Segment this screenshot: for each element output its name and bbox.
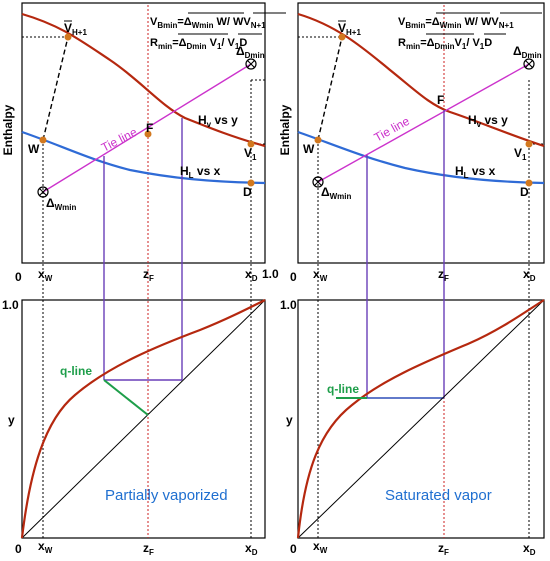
left-q-line-label: q-line (60, 364, 92, 378)
left-tie-line (42, 63, 252, 193)
left-point-d (247, 179, 255, 187)
right-zf-bottom: zF (438, 541, 449, 557)
left-equilibrium-curve (20, 299, 266, 539)
left-point-f (144, 130, 152, 138)
left-q-line (103, 379, 149, 416)
left-rmin-equation: Rmin=ΔDmin V1/ V1D (150, 37, 247, 51)
right-hl-label: HL vs x (455, 164, 496, 180)
left-delta-wmin-marker (37, 186, 49, 198)
right-delta-wmin-label: ΔWmin (321, 185, 352, 201)
right-xd-bottom: xD (523, 541, 536, 557)
left-zero-bottom: 0 (15, 542, 22, 556)
left-xw-bottom: xW (38, 539, 53, 555)
right-v1-label: V1 (514, 146, 527, 162)
right-caption: Saturated vapor (385, 487, 492, 504)
right-delta-dmin-label: ΔDmin (513, 44, 542, 60)
left-hv-label: Hv vs y (198, 113, 238, 129)
right-xw-bottom: xW (313, 539, 328, 555)
left-delta-dmin-label: ΔDmin (236, 44, 265, 60)
right-point-v1 (525, 140, 533, 148)
left-zero-mid: 0 (15, 270, 22, 284)
right-vbar-label: VH+1 (338, 21, 361, 37)
right-y-axis-label: y (286, 413, 293, 427)
right-delta-dmin-marker (523, 58, 535, 70)
left-point-vbar (64, 33, 72, 41)
right-zf-mid: zF (438, 267, 449, 283)
left-xd-bottom: xD (245, 541, 258, 557)
right-diagonal (297, 299, 545, 539)
left-d-label: D (243, 185, 252, 199)
right-q-line-label: q-line (327, 382, 359, 396)
left-zf-mid: zF (143, 267, 154, 283)
left-zf-bottom: zF (143, 541, 154, 557)
left-tie-line-label: Tie line (99, 125, 140, 155)
right-point-w (314, 136, 322, 144)
left-y-axis-label: y (8, 413, 15, 427)
right-one-top: 1.0 (280, 298, 297, 312)
right-vbmin-equation: VBmin=ΔWmin W/ WVN+1 (398, 16, 514, 30)
right-enthalpy-axis-label: Enthalpy (278, 104, 292, 155)
left-xd-mid: xD (245, 267, 258, 283)
left-f-label: F (146, 121, 153, 135)
right-liquid-enthalpy-curve (297, 130, 545, 185)
right-delta-wmin-marker (312, 176, 324, 188)
right-xw-mid: xW (313, 267, 328, 283)
left-v1-label: V1 (244, 146, 257, 162)
left-liquid-enthalpy-curve (21, 130, 266, 185)
right-zero-mid: 0 (290, 270, 297, 284)
left-xw-mid: xW (38, 267, 53, 283)
left-delta-dmin-marker (245, 58, 257, 70)
left-caption: Partially vaporized (105, 487, 228, 504)
left-point-v1 (247, 140, 255, 148)
right-operating-dashed (317, 36, 343, 141)
right-tie-line (317, 63, 530, 183)
left-operating-dashed (42, 36, 69, 141)
left-vapor-enthalpy-curve (21, 12, 266, 148)
left-one-top: 1.0 (2, 298, 19, 312)
right-zero-bottom: 0 (290, 542, 297, 556)
right-equilibrium-curve (296, 299, 545, 539)
right-d-label: D (520, 185, 529, 199)
left-point-w (39, 136, 47, 144)
right-point-d (525, 179, 533, 187)
left-diagonal (21, 299, 266, 539)
right-xy-frame (297, 299, 545, 539)
right-w-label: W (303, 142, 315, 156)
left-panel: Enthalpy VH+1 W F V1 D ΔDmin ΔWmin Tie l… (1, 2, 286, 557)
right-f-label: F (437, 93, 444, 107)
left-enthalpy-axis-label: Enthalpy (1, 104, 15, 155)
right-xd-mid: xD (523, 267, 536, 283)
left-hl-label: HL vs x (180, 164, 221, 180)
left-one-mid: 1.0 (262, 267, 279, 281)
left-w-label: W (28, 142, 40, 156)
right-hv-label: Hv vs y (468, 113, 508, 129)
left-delta-wmin-label: ΔWmin (46, 196, 77, 212)
left-xy-frame (21, 299, 266, 539)
right-point-vbar (338, 33, 346, 41)
left-vbar-label: VH+1 (64, 21, 87, 37)
right-rmin-equation: Rmin=ΔDminV1/ V1D (398, 37, 492, 51)
right-panel: Enthalpy VH+1 W F V1 D ΔDmin ΔWmin Tie l… (278, 2, 545, 557)
left-vbmin-equation: VBmin=ΔWmin W/ WVN+1 (150, 16, 266, 30)
